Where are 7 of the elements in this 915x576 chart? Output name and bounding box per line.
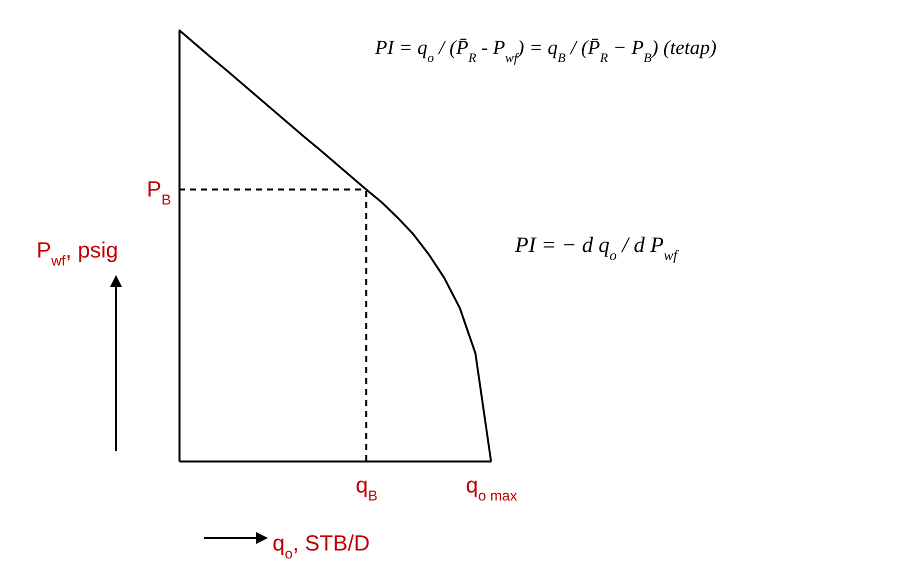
- x-tick-label: q$_{o max}$: [466, 472, 518, 504]
- x-tick-label: q$_{B}$: [356, 472, 378, 504]
- ref-line-label: P$_{B}$: [146, 176, 171, 208]
- x-axis-title: q$_{o}$, STB/D: [272, 530, 370, 562]
- y-axis-title: P$_{wf}$, psig: [36, 238, 118, 270]
- text: PI = − d q$_{o}$ / d P$_{wf}$: [514, 232, 680, 264]
- text: PI = q$_{o}$ / (P̄$_{R}$ - P$_{wf}$) = q$_{B}$ / (P̄$_{R}$ − P$_{B}$) (tetap): [375, 37, 717, 64]
